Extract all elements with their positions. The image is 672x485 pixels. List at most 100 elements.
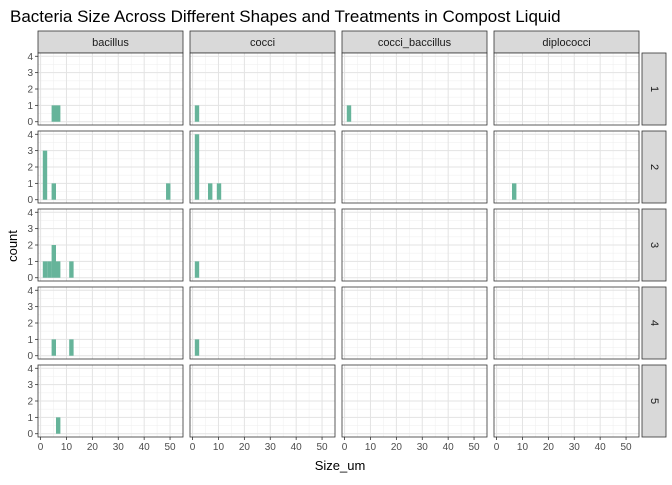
histogram-bar	[69, 339, 74, 356]
y-tick-label: 1	[27, 101, 33, 112]
y-tick-label: 3	[27, 224, 33, 235]
y-tick-label: 2	[27, 319, 33, 330]
row-strip-label: 5	[648, 398, 660, 404]
x-tick-label: 20	[543, 442, 555, 453]
panel-2-cocci	[189, 130, 336, 204]
panel-5-cocci	[189, 364, 336, 438]
panel-1-diplococci	[493, 52, 640, 126]
chart-title: Bacteria Size Across Different Shapes an…	[10, 7, 561, 26]
x-tick-label: 0	[342, 442, 348, 453]
y-tick-label: 1	[27, 413, 33, 424]
panel-border	[341, 208, 488, 282]
row-strip	[641, 208, 667, 282]
panel-5-diplococci	[493, 364, 640, 438]
x-tick-label: 40	[443, 442, 455, 453]
histogram-bar	[47, 261, 52, 278]
panel-3-cocci_baccillus	[341, 208, 488, 282]
y-tick-label: 4	[27, 286, 33, 297]
x-tick-label: 50	[468, 442, 480, 453]
panel-3-cocci	[189, 208, 336, 282]
histogram-bar	[346, 105, 352, 122]
panel-border	[493, 364, 640, 438]
x-tick-label: 20	[239, 442, 251, 453]
histogram-bar	[55, 417, 61, 434]
panel-3-bacillus	[37, 208, 184, 282]
y-tick-label: 1	[27, 179, 33, 190]
panel-3-diplococci	[493, 208, 640, 282]
y-tick-label: 2	[27, 163, 33, 174]
y-axis-title: count	[5, 230, 20, 262]
x-tick-label: 30	[265, 442, 277, 453]
x-tick-label: 0	[38, 442, 44, 453]
panel-1-bacillus	[37, 52, 184, 126]
x-tick-label: 50	[620, 442, 632, 453]
y-tick-label: 4	[27, 130, 33, 141]
panels-layer: bacillus cocci cocci_baccillus diplococci 1 2…	[27, 30, 667, 453]
histogram-bar	[207, 183, 213, 200]
histogram-bar	[55, 105, 61, 122]
histogram-bar	[51, 245, 56, 278]
histogram-bar	[42, 261, 48, 278]
panel-1-cocci	[189, 52, 336, 126]
row-strip-label: 4	[648, 320, 660, 326]
histogram-bar	[194, 261, 200, 278]
panel-border	[341, 364, 488, 438]
histogram-bar	[51, 105, 56, 122]
y-tick-label: 1	[27, 335, 33, 346]
row-strip	[641, 364, 667, 438]
x-tick-label: 10	[213, 442, 225, 453]
panel-border	[493, 208, 640, 282]
x-tick-label: 40	[595, 442, 607, 453]
histogram-bar	[194, 339, 200, 356]
column-strip-label: diplococci	[542, 37, 590, 49]
column-strip-label: cocci	[250, 37, 275, 49]
y-tick-label: 3	[27, 146, 33, 157]
panel-border	[341, 286, 488, 360]
y-tick-label: 1	[27, 257, 33, 268]
x-tick-label: 30	[417, 442, 429, 453]
panel-border	[493, 286, 640, 360]
x-tick-label: 30	[113, 442, 125, 453]
histogram-bar	[194, 105, 200, 122]
histogram-bar	[55, 261, 61, 278]
y-tick-label: 0	[27, 273, 33, 284]
histogram-bar	[51, 339, 56, 356]
y-tick-label: 3	[27, 380, 33, 391]
panel-border	[189, 364, 336, 438]
y-tick-label: 0	[27, 195, 33, 206]
panel-2-cocci_baccillus	[341, 130, 488, 204]
panel-border	[189, 286, 336, 360]
y-tick-label: 2	[27, 397, 33, 408]
panel-4-bacillus	[37, 286, 184, 360]
y-tick-label: 0	[27, 351, 33, 362]
panel-border	[341, 130, 488, 204]
x-tick-label: 10	[61, 442, 73, 453]
y-tick-label: 2	[27, 85, 33, 96]
x-tick-label: 20	[87, 442, 99, 453]
x-tick-label: 50	[316, 442, 328, 453]
histogram-bar	[51, 183, 56, 200]
y-tick-label: 4	[27, 208, 33, 219]
panel-border	[341, 52, 488, 126]
panel-1-cocci_baccillus	[341, 52, 488, 126]
panel-5-bacillus	[37, 364, 184, 438]
y-tick-label: 3	[27, 302, 33, 313]
histogram-bar	[42, 150, 48, 200]
column-strip-label: bacillus	[92, 37, 129, 49]
histogram-bar	[216, 183, 222, 200]
row-strip	[641, 52, 667, 126]
panel-5-cocci_baccillus	[341, 364, 488, 438]
x-axis-title: Size_um	[315, 458, 366, 473]
y-tick-label: 3	[27, 68, 33, 79]
y-tick-label: 4	[27, 52, 33, 63]
panel-border	[493, 52, 640, 126]
panel-4-cocci_baccillus	[341, 286, 488, 360]
x-tick-label: 30	[569, 442, 581, 453]
y-tick-label: 0	[27, 429, 33, 440]
x-tick-label: 40	[139, 442, 151, 453]
x-tick-label: 10	[365, 442, 377, 453]
panel-4-diplococci	[493, 286, 640, 360]
y-tick-label: 0	[27, 117, 33, 128]
y-tick-label: 2	[27, 241, 33, 252]
